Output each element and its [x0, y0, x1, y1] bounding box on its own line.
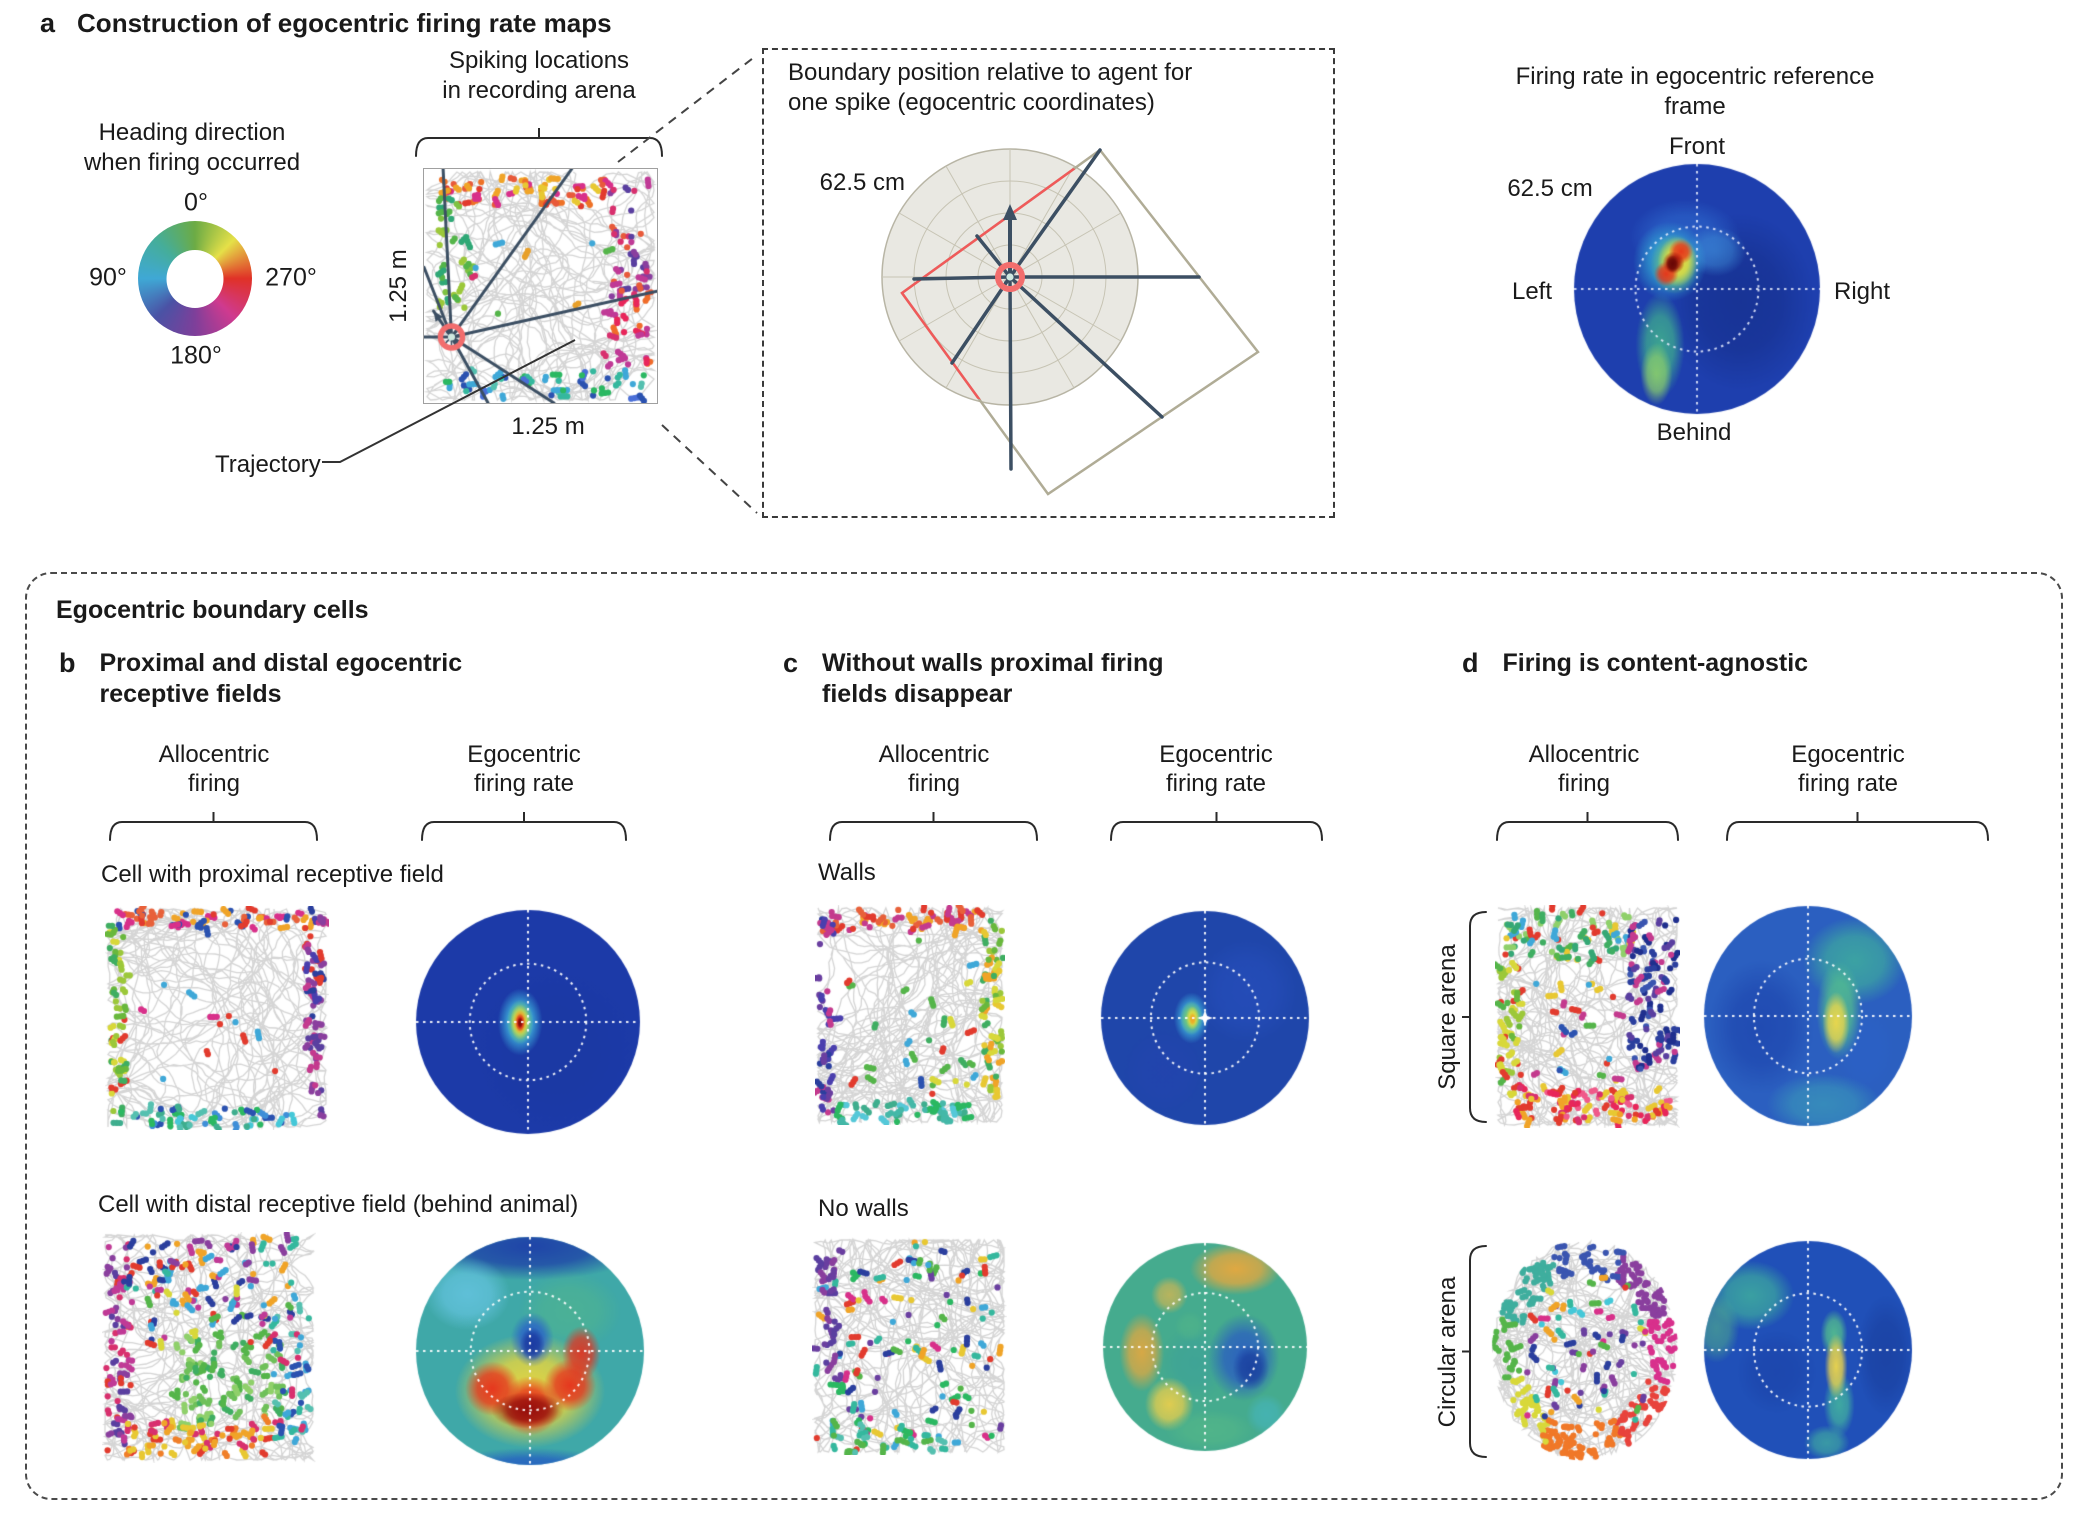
panel-c-row1-label: Walls: [818, 859, 876, 886]
spiking-locations-arena-plot: [423, 168, 658, 404]
panel-d-title: Firing is content-agnostic: [1502, 649, 1809, 677]
egocentric-map-c-no-walls: [1102, 1242, 1308, 1452]
egocentric-rate-map-a: [1573, 163, 1821, 415]
panel-d-row2-bracket: [1462, 1244, 1488, 1459]
wheel-deg-90: 90°: [89, 263, 127, 292]
panel-d-row1-bracket: [1462, 910, 1488, 1124]
panel-d-header: d Firing is content-agnostic: [1462, 648, 1808, 679]
allocentric-plot-c-walls: [815, 905, 1005, 1125]
group-title: Egocentric boundary cells: [56, 596, 369, 624]
trajectory-label: Trajectory: [215, 451, 321, 478]
zoom-connector-bottom: [661, 424, 758, 514]
allocentric-plot-b-proximal: [105, 906, 329, 1130]
panel-d-allocentric-brace: [1495, 812, 1680, 842]
panel-b-col-allocentric: Allocentric firing: [158, 741, 270, 797]
panel-b-col-egocentric: Egocentric firing rate: [467, 741, 581, 797]
panel-c-letter: c: [783, 648, 799, 678]
panel-b-letter: b: [59, 648, 76, 678]
wheel-hole: [166, 249, 224, 308]
panel-c-header: c Without walls proximal firing fields d…: [783, 648, 1164, 710]
egocentric-map-d-circular: [1703, 1240, 1913, 1460]
panel-a-title-text: Construction of egocentric firing rate m…: [77, 8, 612, 38]
allocentric-plot-d-circular: [1490, 1237, 1680, 1463]
rate-map-right-label: Right: [1833, 278, 1891, 305]
wheel-deg-180: 180°: [170, 341, 222, 370]
panel-c-col-egocentric: Egocentric firing rate: [1159, 741, 1273, 797]
panel-b-header: b Proximal and distal egocentric recepti…: [59, 648, 462, 710]
panel-c-egocentric-brace: [1109, 812, 1324, 842]
panel-d-egocentric-brace: [1725, 812, 1990, 842]
wheel-deg-270: 270°: [265, 263, 317, 292]
rate-map-title: Firing rate in egocentric reference fram…: [1515, 63, 1875, 120]
egocentric-map-b-distal: [415, 1236, 645, 1466]
heading-direction-color-wheel: [138, 221, 252, 336]
rate-map-front-label: Front: [1668, 133, 1726, 160]
wheel-deg-0: 0°: [184, 188, 208, 217]
panel-a-title: a Construction of egocentric firing rate…: [40, 8, 612, 39]
panel-c-title: Without walls proximal firing fields dis…: [822, 649, 1164, 708]
panel-d-row1-label: Square arena: [1434, 944, 1461, 1090]
panel-b-title: Proximal and distal egocentric receptive…: [99, 649, 463, 708]
rate-map-behind-label: Behind: [1656, 419, 1732, 446]
allocentric-plot-b-distal: [102, 1232, 316, 1463]
ego-box-title: Boundary position relative to agent for …: [788, 59, 1193, 116]
arena-title: Spiking locations in recording arena: [442, 47, 636, 104]
panel-b-row2-label: Cell with distal receptive field (behind…: [98, 1191, 579, 1218]
panel-b-allocentric-brace: [108, 812, 319, 842]
rate-map-left-label: Left: [1511, 278, 1553, 305]
panel-d-letter: d: [1462, 648, 1479, 678]
heading-wheel-caption: Heading direction when firing occurred: [83, 119, 301, 176]
arena-side-label: 1.25 m: [385, 249, 412, 323]
egocentric-map-b-proximal: [415, 909, 641, 1135]
polar-radius-label: 62.5 cm: [819, 169, 905, 196]
allocentric-plot-d-square: [1495, 905, 1680, 1128]
allocentric-plot-c-no-walls: [812, 1237, 1007, 1455]
egocentric-map-d-square: [1703, 905, 1913, 1127]
panel-d-col-allocentric: Allocentric firing: [1528, 741, 1640, 797]
arena-bottom-label: 1.25 m: [511, 413, 585, 440]
panel-b-egocentric-brace: [420, 812, 628, 842]
panel-d-row2-label: Circular arena: [1434, 1276, 1461, 1428]
egocentric-coordinates-box: [762, 48, 1335, 518]
rate-map-radius-label: 62.5 cm: [1507, 175, 1593, 202]
egocentric-polar-diagram: [881, 148, 1260, 496]
arena-brace: [414, 128, 664, 158]
panel-a-letter: a: [40, 8, 56, 38]
panel-c-allocentric-brace: [828, 812, 1039, 842]
panel-d-col-egocentric: Egocentric firing rate: [1791, 741, 1905, 797]
panel-c-row2-label: No walls: [818, 1195, 909, 1222]
panel-c-col-allocentric: Allocentric firing: [878, 741, 990, 797]
egocentric-map-c-walls: [1100, 910, 1310, 1126]
egocentric-boundary-cells-box: [25, 572, 2063, 1500]
panel-b-row1-label: Cell with proximal receptive field: [101, 861, 444, 888]
